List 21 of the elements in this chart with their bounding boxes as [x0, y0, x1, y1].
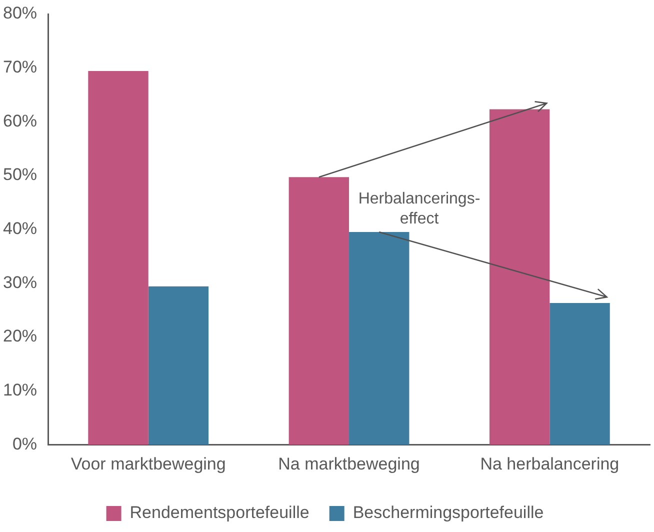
- bar: [489, 109, 550, 445]
- legend-label: Beschermingsportefeuille: [352, 503, 544, 522]
- y-tick-label: 30%: [2, 272, 38, 292]
- x-tick-label: Voor marktbeweging: [70, 454, 226, 474]
- y-tick-label: 60%: [2, 111, 38, 130]
- y-tick-label: 40%: [2, 218, 38, 238]
- y-tick-label: 50%: [2, 165, 38, 184]
- bar: [148, 286, 209, 445]
- y-tick-label: 0%: [12, 434, 38, 454]
- x-tick-label: Na marktbeweging: [278, 454, 420, 474]
- bar: [288, 177, 350, 445]
- y-tick-label: 70%: [2, 58, 38, 77]
- x-tick-label: Na herbalancering: [480, 454, 620, 474]
- y-tick-label: 10%: [2, 380, 38, 400]
- legend-label: Rendementsportefeuille: [130, 503, 310, 522]
- annotation: Herbalancerings- effect: [358, 190, 480, 228]
- y-tick-label: 80%: [2, 4, 38, 23]
- bar: [349, 232, 410, 445]
- bar: [550, 303, 610, 445]
- y-tick-label: 20%: [2, 326, 38, 346]
- bar: [88, 71, 148, 445]
